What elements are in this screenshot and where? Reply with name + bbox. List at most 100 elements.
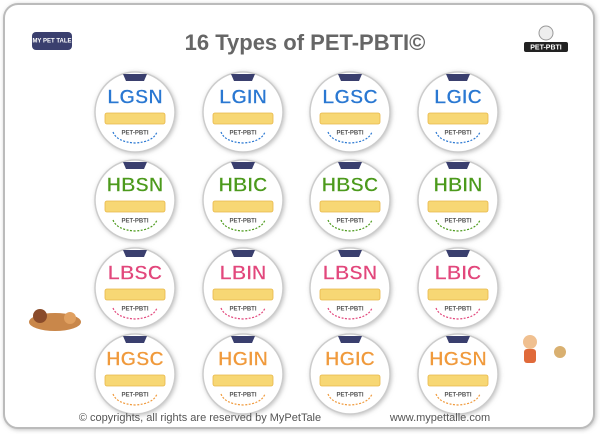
badge-circle bbox=[309, 159, 391, 241]
badge-code: HBSN bbox=[107, 174, 164, 196]
badge-ribbon bbox=[427, 288, 489, 301]
badge-ribbon bbox=[104, 200, 166, 213]
badge-ribbon bbox=[319, 374, 381, 387]
badge-banner bbox=[338, 74, 362, 81]
badge-banner bbox=[231, 74, 255, 81]
badge-circle bbox=[202, 333, 284, 415]
badge-label: PET-PBTI bbox=[121, 219, 148, 225]
badge-laurel bbox=[220, 307, 266, 320]
logo-left: MY PET TALE bbox=[32, 32, 72, 50]
badge-banner bbox=[446, 250, 470, 257]
badge-laurel bbox=[220, 131, 266, 144]
badge-ribbon bbox=[212, 112, 274, 125]
badge: LGIC PET-PBTI bbox=[417, 71, 499, 153]
badge-code: HGSN bbox=[429, 348, 487, 370]
badge: HBSC PET-PBTI bbox=[309, 159, 391, 241]
badge-ribbon bbox=[427, 112, 489, 125]
badge: LBSN PET-PBTI bbox=[309, 247, 391, 329]
badge-code: HBIN bbox=[434, 174, 483, 196]
badge-ribbon bbox=[427, 200, 489, 213]
badge-circle bbox=[94, 247, 176, 329]
logo-right: PET-PBTI bbox=[524, 25, 568, 52]
badge-laurel bbox=[112, 393, 158, 406]
badge-circle bbox=[94, 333, 176, 415]
badge-banner bbox=[231, 250, 255, 257]
badge-circle bbox=[202, 247, 284, 329]
badge-label: PET-PBTI bbox=[229, 219, 256, 225]
badge-laurel bbox=[327, 307, 373, 320]
badge-laurel bbox=[327, 393, 373, 406]
badge-circle bbox=[417, 333, 499, 415]
badge-label: PET-PBTI bbox=[229, 307, 256, 313]
badge-circle bbox=[417, 71, 499, 153]
badge-laurel bbox=[112, 219, 158, 232]
badge-laurel bbox=[112, 131, 158, 144]
badge-laurel bbox=[435, 219, 481, 232]
badge-banner bbox=[338, 336, 362, 343]
badge: LBIN PET-PBTI bbox=[202, 247, 284, 329]
badge-circle bbox=[417, 247, 499, 329]
badge-circle bbox=[202, 71, 284, 153]
badge: LBSC PET-PBTI bbox=[94, 247, 176, 329]
badge-laurel bbox=[435, 131, 481, 144]
badge-label: PET-PBTI bbox=[229, 393, 256, 399]
badge-code: LBSN bbox=[323, 262, 377, 284]
logo-left-text: MY PET TALE bbox=[32, 39, 71, 45]
badge-ribbon bbox=[427, 374, 489, 387]
badge-ribbon bbox=[212, 288, 274, 301]
badge-label: PET-PBTI bbox=[444, 307, 471, 313]
badge-circle bbox=[417, 159, 499, 241]
badge: HBIC PET-PBTI bbox=[202, 159, 284, 241]
badge-banner bbox=[231, 336, 255, 343]
badge-code: HBIC bbox=[219, 174, 268, 196]
badge-laurel bbox=[435, 393, 481, 406]
title: 16 Types of PET-PBTI© bbox=[185, 30, 426, 55]
badge-circle bbox=[309, 247, 391, 329]
badge-circle bbox=[94, 159, 176, 241]
badge-banner bbox=[338, 250, 362, 257]
badge-label: PET-PBTI bbox=[229, 131, 256, 137]
badge-banner bbox=[446, 74, 470, 81]
badge-ribbon bbox=[319, 288, 381, 301]
badge-label: PET-PBTI bbox=[121, 393, 148, 399]
badge-code: LGSN bbox=[107, 86, 163, 108]
badge-laurel bbox=[435, 307, 481, 320]
badge-code: LBIC bbox=[435, 262, 482, 284]
badge-banner bbox=[231, 162, 255, 169]
badge-ribbon bbox=[212, 200, 274, 213]
badge-code: HGIN bbox=[218, 348, 268, 370]
pets-left bbox=[29, 309, 81, 331]
badge-banner bbox=[123, 336, 147, 343]
badge-code: HBSC bbox=[322, 174, 379, 196]
badge-laurel bbox=[112, 307, 158, 320]
badge: HGSC PET-PBTI bbox=[94, 333, 176, 415]
badge-banner bbox=[123, 74, 147, 81]
badge-circle bbox=[309, 333, 391, 415]
card bbox=[3, 3, 595, 429]
badge-code: HGSC bbox=[106, 348, 164, 370]
badge-laurel bbox=[220, 393, 266, 406]
badge-ribbon bbox=[104, 374, 166, 387]
badge-label: PET-PBTI bbox=[121, 307, 148, 313]
badge-label: PET-PBTI bbox=[444, 393, 471, 399]
badge: HGIC PET-PBTI bbox=[309, 333, 391, 415]
badge-banner bbox=[123, 250, 147, 257]
badge-label: PET-PBTI bbox=[336, 393, 363, 399]
pets-right bbox=[523, 335, 566, 363]
copyright: © copyrights, all rights are reserved by… bbox=[79, 412, 321, 424]
badge-code: HGIC bbox=[325, 348, 375, 370]
badge-circle bbox=[202, 159, 284, 241]
badge-laurel bbox=[327, 131, 373, 144]
badge-code: LGSC bbox=[322, 86, 378, 108]
url[interactable]: www.mypettalle.com bbox=[389, 412, 490, 424]
badge: LGSN PET-PBTI bbox=[94, 71, 176, 153]
badge-label: PET-PBTI bbox=[444, 219, 471, 225]
badge-ribbon bbox=[104, 288, 166, 301]
badge-ribbon bbox=[212, 374, 274, 387]
badge-banner bbox=[446, 162, 470, 169]
badge-label: PET-PBTI bbox=[336, 131, 363, 137]
badge-code: LGIC bbox=[434, 86, 482, 108]
badge-circle bbox=[309, 71, 391, 153]
badge-code: LGIN bbox=[219, 86, 267, 108]
